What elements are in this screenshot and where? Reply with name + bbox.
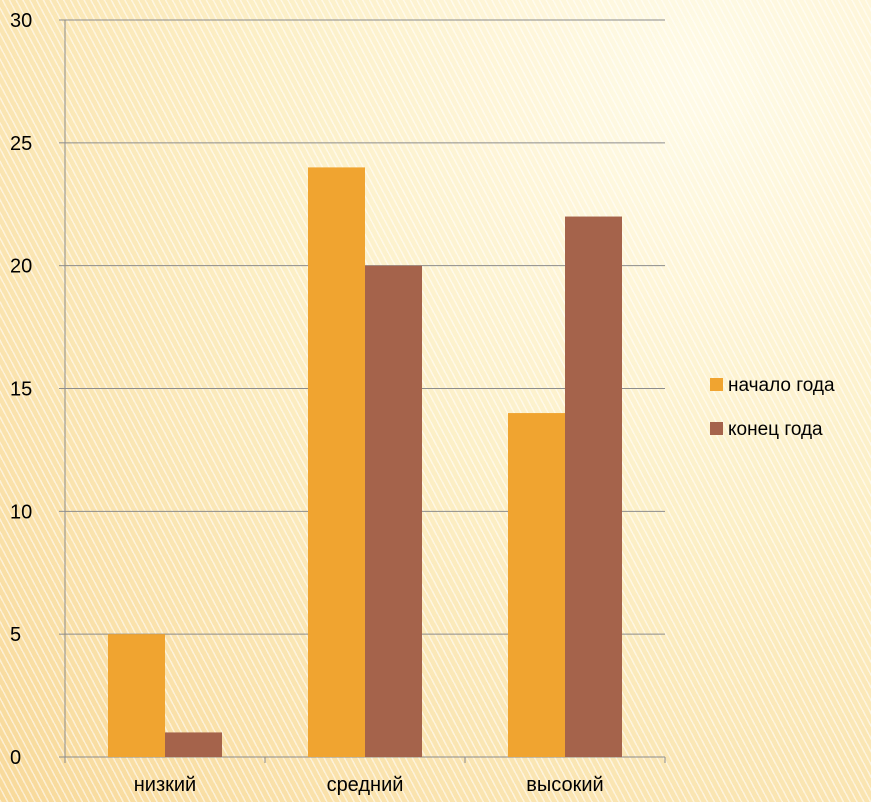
- y-tick-label: 20: [10, 256, 32, 278]
- y-axis-tick-labels: 0 5 10 15 20 25 30: [10, 10, 32, 769]
- legend-label: начало года: [728, 375, 835, 396]
- legend-swatch: [710, 378, 723, 391]
- y-tick-label: 0: [10, 747, 21, 769]
- bar-start-of-year-low: [108, 634, 165, 757]
- bar-start-of-year-high: [508, 413, 565, 757]
- bar-start-of-year-medium: [308, 167, 365, 757]
- x-tick-label: высокий: [526, 774, 603, 796]
- y-tick-label: 5: [10, 624, 21, 646]
- legend: начало года конец года: [710, 375, 835, 440]
- y-tick-label: 25: [10, 133, 32, 155]
- bar-end-of-year-low: [165, 732, 222, 757]
- bars: [108, 167, 622, 758]
- x-tick-label: низкий: [134, 774, 196, 796]
- y-tick-label: 30: [10, 10, 32, 32]
- x-axis-tick-labels: низкий средний высокий: [134, 774, 604, 796]
- y-tick-label: 10: [10, 501, 32, 523]
- bar-end-of-year-medium: [365, 265, 422, 757]
- x-tick-label: средний: [327, 774, 404, 796]
- legend-swatch: [710, 422, 723, 435]
- bar-end-of-year-high: [565, 216, 622, 758]
- y-tick-label: 15: [10, 379, 32, 401]
- legend-label: конец года: [728, 419, 823, 440]
